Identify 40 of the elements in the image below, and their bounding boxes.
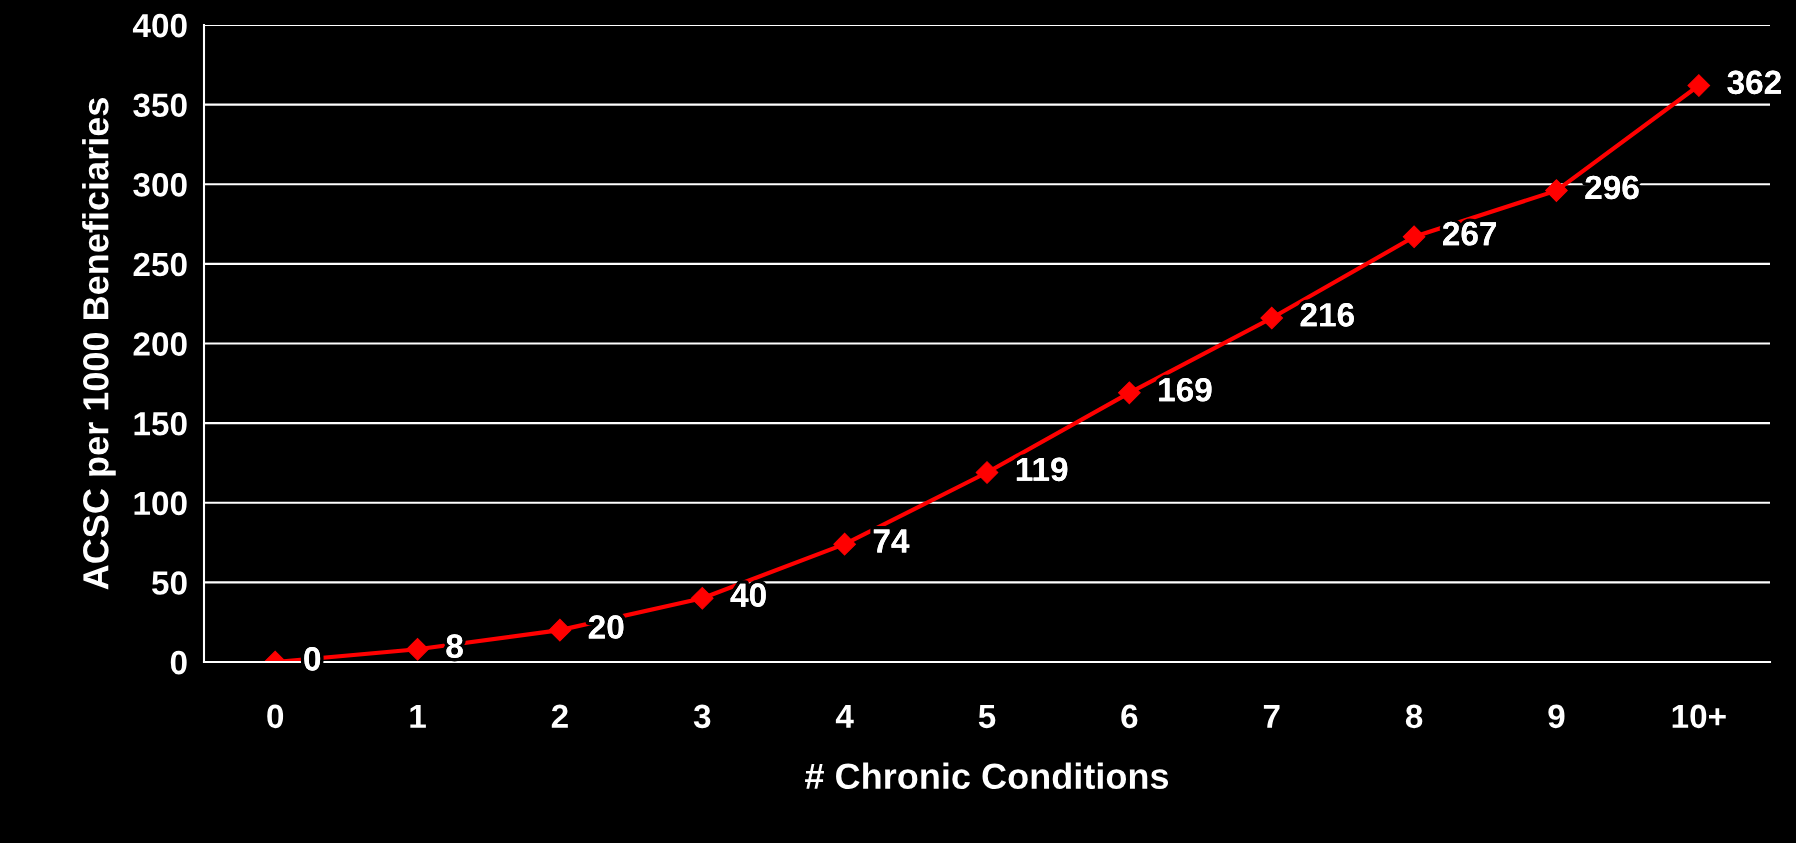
point (690, 586, 714, 610)
data-label: 119 (1016, 457, 1068, 482)
x-tick-label: 5 (978, 704, 996, 729)
x-tick-label: 6 (1121, 704, 1138, 729)
x-tick-label: 9 (1548, 704, 1565, 729)
x-tick-label: 1 (410, 704, 426, 728)
point (1687, 74, 1711, 97)
x-tick-label: 3 (693, 704, 711, 729)
data-label: 362 (1727, 70, 1781, 95)
data-label: 20 (588, 615, 624, 639)
point (1545, 179, 1568, 202)
data-label: 40 (730, 583, 766, 607)
y-tick-label: 400 (132, 13, 187, 38)
x-tick-label: 7 (1263, 704, 1280, 728)
data-label: 169 (1159, 377, 1212, 402)
y-tick-label: 200 (133, 332, 187, 356)
x-tick-label: 8 (1405, 704, 1423, 729)
point (1260, 306, 1284, 330)
y-tick-label: 150 (134, 411, 187, 436)
data-label: 216 (1300, 303, 1354, 327)
point (1402, 225, 1426, 249)
y-tick-label: 300 (133, 173, 187, 197)
data-label: 267 (1443, 221, 1497, 246)
x-tick-label: 10+ (1672, 704, 1726, 729)
y-axis-title: ACSC per 1000 Beneficiaries (82, 98, 116, 590)
y-tick-label: 250 (133, 252, 187, 277)
x-axis-title: # Chronic Conditions (805, 762, 1169, 790)
y-tick-label: 50 (151, 571, 187, 595)
y-tick-label: 350 (133, 93, 187, 118)
x-tick-label: 0 (267, 704, 284, 729)
point (833, 532, 856, 556)
point (548, 618, 572, 642)
x-tick-label: 2 (551, 704, 568, 728)
y-tick-label: 0 (170, 650, 187, 675)
x-tick-label: 4 (835, 704, 854, 728)
data-label: 74 (873, 529, 910, 553)
point (406, 637, 429, 661)
y-tick-label: 100 (134, 491, 187, 516)
point (1118, 381, 1141, 405)
point (975, 461, 999, 484)
